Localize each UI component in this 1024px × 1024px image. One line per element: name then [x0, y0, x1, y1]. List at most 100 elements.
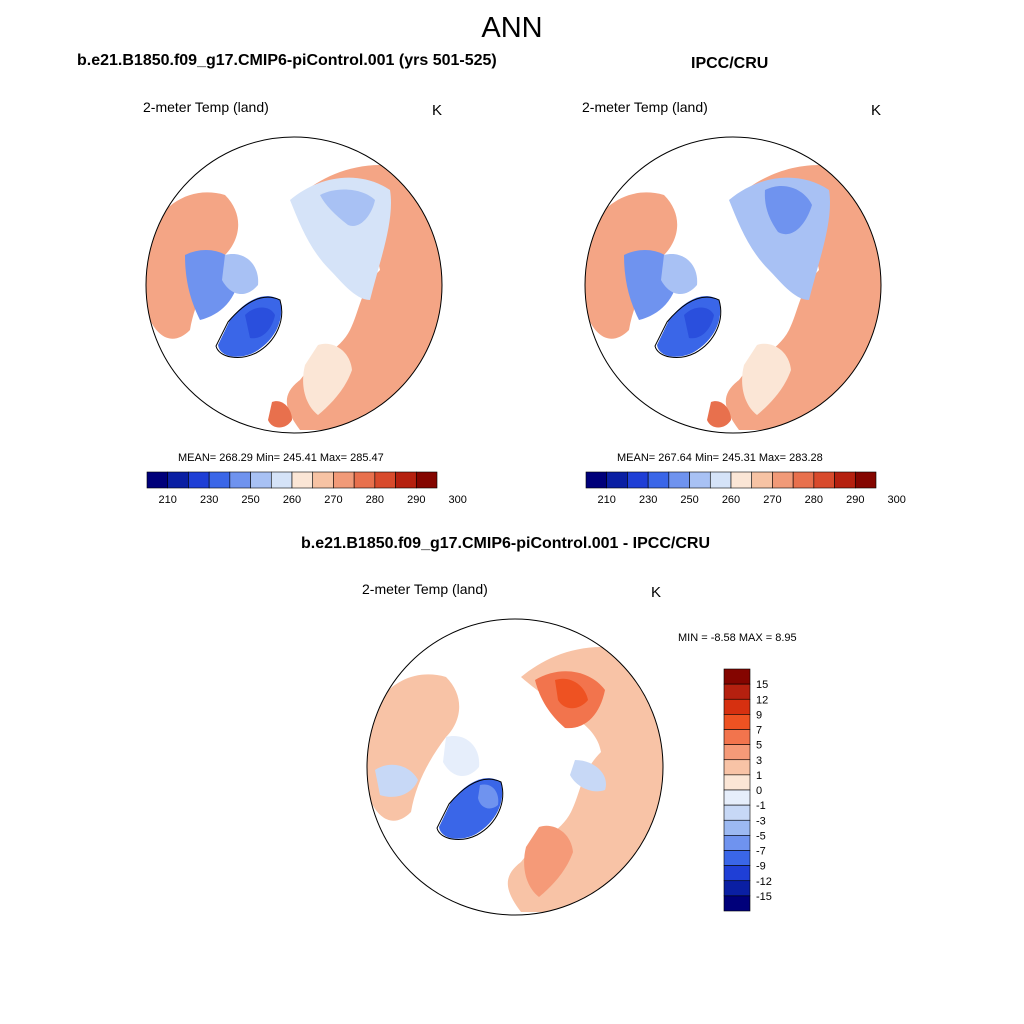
panel-2-scandinavia [742, 343, 791, 415]
panel-2-colorbar-tick-label: 210 [598, 494, 616, 506]
panel-3-colorbar-swatch [723, 774, 751, 791]
panel-3-colorbar-swatch [723, 804, 751, 821]
panel-1-colorbar-swatch [208, 471, 231, 489]
panel-1-colorbar-tick-label: 300 [449, 494, 467, 506]
panel-2-variable-label: 2-meter Temp (land) [582, 99, 708, 115]
panel-3-case-title: b.e21.B1850.f09_g17.CMIP6-piControl.001 … [301, 535, 711, 552]
panel-2-colorbar-tick-label: 290 [846, 494, 864, 506]
panel-1-colorbar-tick-label: 280 [366, 494, 384, 506]
panel-3-colorbar-swatch [723, 668, 751, 685]
panel-3-colorbar-tick-label: -1 [756, 800, 766, 812]
panel-3-colorbar-tick-label: 0 [756, 785, 762, 797]
panel-2-colorbar-swatch [772, 471, 794, 489]
panel-2-arctic-islands [661, 254, 698, 295]
panel-2-colorbar-swatch [606, 471, 628, 489]
panel-2-greenland-edge [654, 296, 722, 358]
panel-1-greenland-ring [245, 307, 275, 339]
panel-3-colorbar-tick-label: 12 [756, 694, 768, 706]
panel-1-map [145, 136, 443, 434]
panel-1-scandinavia [303, 343, 352, 415]
panel-3-map [366, 618, 664, 916]
panel-3-colorbar-swatch [723, 789, 751, 806]
panel-1-colorbar-tick-label: 260 [283, 494, 301, 506]
panel-3-colorbar-swatch [723, 819, 751, 836]
panel-3-greenland-edge [436, 778, 504, 840]
panel-3-colorbar-tick-label: 3 [756, 755, 762, 767]
panel-2-colorbar: 210 230 250 260 270 280 290 300 [585, 471, 906, 506]
panel-2-colorbar-tick-label: 230 [639, 494, 657, 506]
panel-3-variable-label: 2-meter Temp (land) [362, 581, 488, 597]
panel-3-colorbar-tick-label: -15 [756, 891, 772, 903]
panel-1-uk [268, 401, 292, 428]
panel-1-colorbar-swatch [374, 471, 396, 489]
panel-3-colorbar-tick-label: 9 [756, 709, 762, 721]
panel-1-colorbar-swatch [250, 471, 272, 489]
panel-2-colorbar-tick-label: 280 [805, 494, 823, 506]
panel-3-greenland-margin [478, 784, 499, 809]
panel-2-colorbar-swatch [689, 471, 711, 489]
panel-3-colorbar-swatch [723, 714, 751, 730]
panel-3-colorbar-swatch [723, 895, 751, 912]
panel-2-colorbar-tick-label: 270 [763, 494, 781, 506]
panel-2-stats: MEAN= 267.64 Min= 245.31 Max= 283.28 [617, 452, 823, 464]
panel-3-colorbar-tick-label: 5 [756, 740, 762, 752]
panel-1-colorbar-swatch [167, 471, 189, 489]
panel-1-units-label: K [432, 102, 443, 119]
panel-3-colorbar-swatch [723, 698, 751, 715]
panel-2-map [584, 136, 882, 434]
panel-2-colorbar-swatch [647, 471, 670, 489]
panel-1-colorbar: 210 230 250 260 270 280 290 300 [146, 471, 467, 506]
panel-3-colorbar-tick-label: 1 [756, 770, 762, 782]
panel-3-colorbar-swatch [723, 880, 751, 897]
panel-1-stats: MEAN= 268.29 Min= 245.41 Max= 285.47 [178, 452, 384, 464]
panel-2-colorbar-swatch [834, 471, 856, 489]
panel-1-arctic-islands [222, 254, 259, 295]
panel-2-colorbar-swatch [854, 471, 877, 489]
panel-1-colorbar-swatch [229, 471, 251, 489]
panel-3-colorbar-tick-label: -7 [756, 846, 766, 858]
panel-2-units-label: K [871, 102, 882, 119]
panel-2-colorbar-tick-label: 250 [680, 494, 698, 506]
panel-3-colorbar-swatch [723, 744, 751, 761]
panel-1-colorbar-swatch [291, 471, 314, 489]
panel-3-units-label: K [651, 584, 662, 601]
panel-3-colorbar-tick-label: 7 [756, 725, 762, 737]
panel-1-colorbar-swatch [188, 471, 210, 489]
panel-2-colorbar-swatch [668, 471, 690, 489]
panel-3-colorbar-tick-label: -3 [756, 815, 766, 827]
panel-1-colorbar-swatch [353, 471, 376, 489]
panel-3-siberia-cool [570, 760, 606, 792]
panel-3-arctic-islands [443, 736, 480, 777]
panel-1-colorbar-swatch [333, 471, 355, 489]
panel-2-siberia-core [764, 185, 812, 235]
panel-1-colorbar-tick-label: 250 [241, 494, 259, 506]
panel-3-colorbar-swatch [723, 759, 751, 776]
panel-2-colorbar-swatch [585, 471, 608, 489]
panel-1-variable-label: 2-meter Temp (land) [143, 99, 269, 115]
panel-1-colorbar-swatch [146, 471, 169, 489]
panel-1-colorbar-swatch [395, 471, 417, 489]
panel-2-uk [707, 401, 731, 428]
panel-2-colorbar-swatch [627, 471, 649, 489]
panel-3-colorbar-swatch [723, 835, 751, 851]
panel-2-colorbar-swatch [751, 471, 773, 489]
main-title: ANN [481, 12, 543, 44]
panel-2-colorbar-swatch [813, 471, 835, 489]
panel-3-scandinavia [524, 825, 573, 897]
panel-3-colorbar-tick-label: -12 [756, 876, 772, 888]
panel-3-colorbar-swatch [723, 850, 751, 866]
panel-3-canada-cool [375, 764, 418, 797]
panel-1-colorbar-tick-label: 290 [407, 494, 425, 506]
panel-1-colorbar-tick-label: 270 [324, 494, 342, 506]
panel-3-colorbar: 15 12 9 7 5 3 1 0 -1 -3 -5 -7 -9 -12 -15 [723, 668, 772, 912]
panel-3-colorbar-tick-label: -9 [756, 861, 766, 873]
panel-2-colorbar-tick-label: 300 [888, 494, 906, 506]
panel-2-greenland-ring [684, 307, 714, 339]
panel-2-case-title: IPCC/CRU [691, 55, 769, 72]
panel-1-siberia-core [320, 189, 375, 226]
panel-3-colorbar-swatch [723, 683, 751, 700]
panel-2-colorbar-swatch [792, 471, 815, 489]
panel-3-colorbar-tick-label: -5 [756, 830, 766, 842]
panel-3-colorbar-swatch [723, 729, 751, 745]
